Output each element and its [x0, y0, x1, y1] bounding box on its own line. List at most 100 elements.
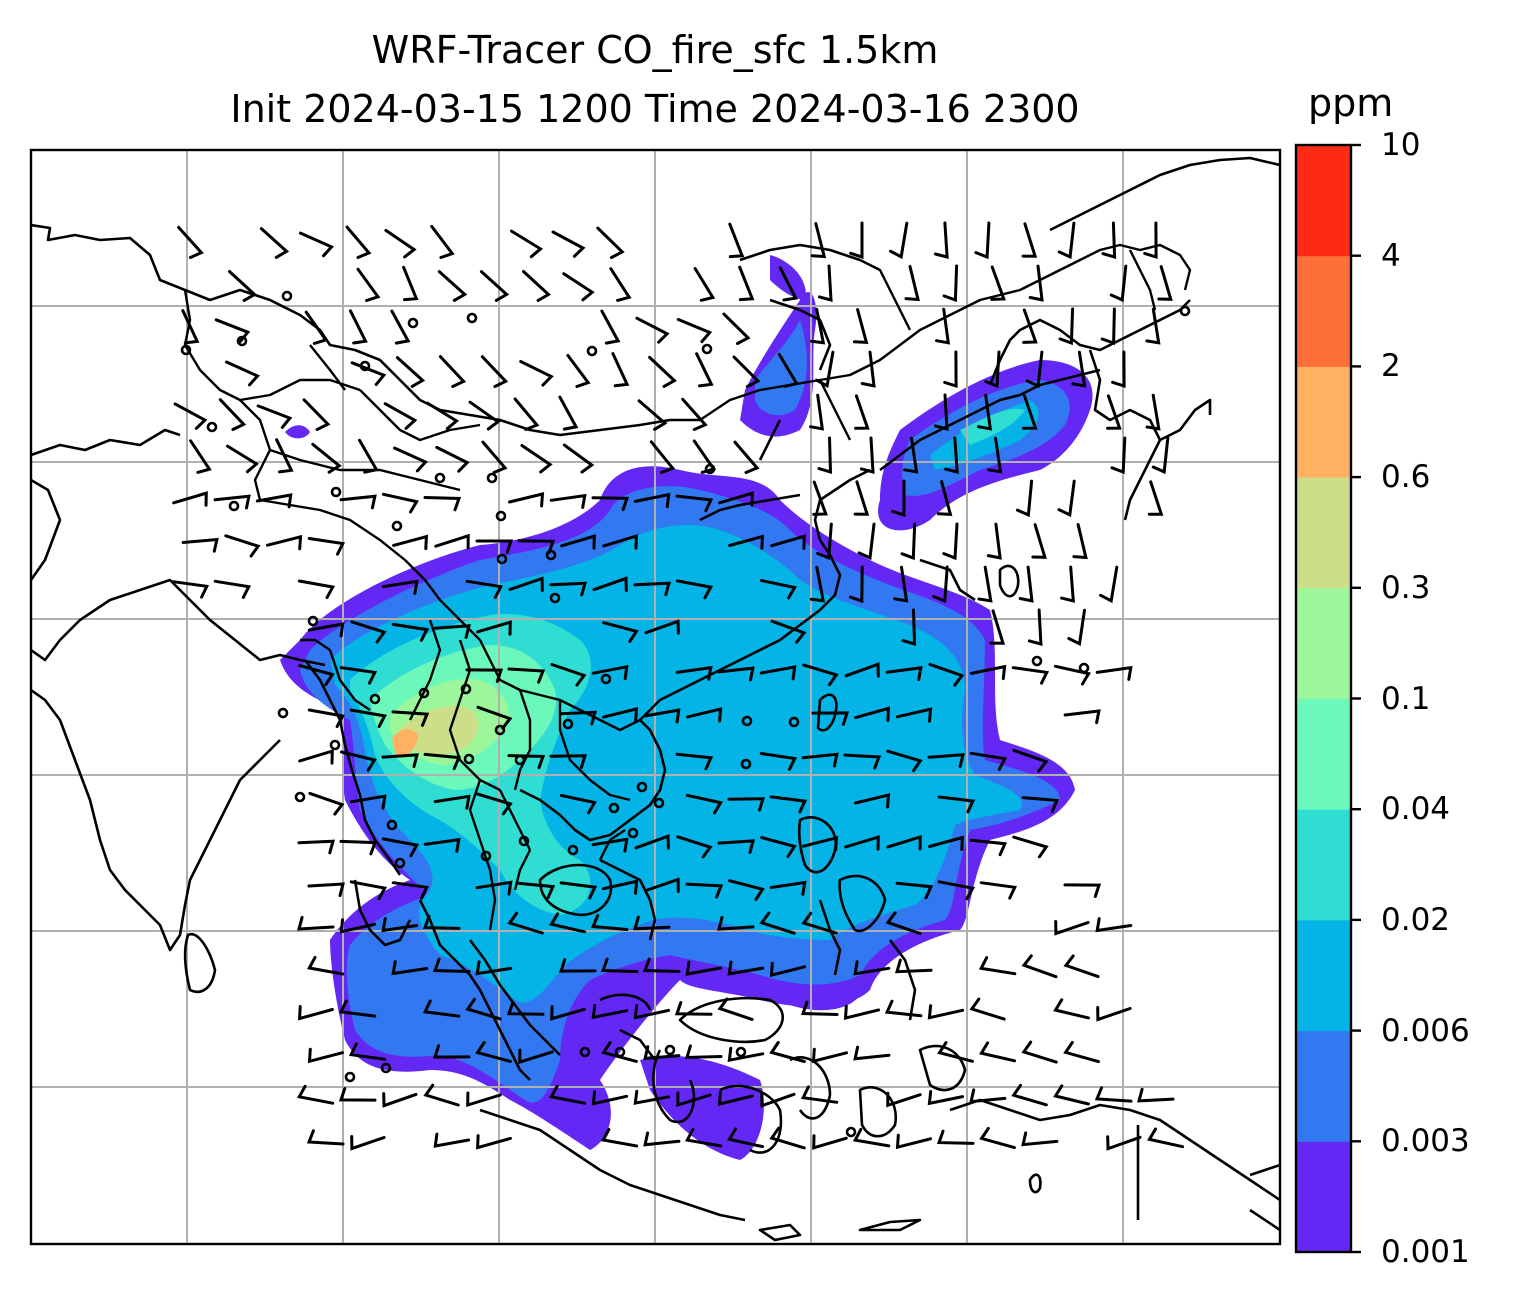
- wind-barb: [903, 436, 919, 474]
- colorbar-unit-label: ppm: [1308, 81, 1394, 125]
- wind-barb: [173, 402, 208, 430]
- colorbar-segment: [1296, 1141, 1351, 1253]
- wind-barb: [728, 879, 765, 901]
- wind-barb: [520, 444, 553, 474]
- wind-barb: [395, 356, 426, 388]
- colorbar-tick-label: 0.1: [1381, 680, 1431, 717]
- wind-barb: [566, 353, 591, 388]
- wind-barb: [843, 753, 882, 770]
- wind-barb: [937, 1041, 974, 1063]
- colorbar-segment: [1296, 145, 1351, 257]
- wind-barb: [298, 749, 334, 765]
- field-band-c7: [400, 706, 479, 755]
- wind-barb: [358, 438, 379, 474]
- wind-barb: [760, 836, 797, 858]
- wind-barb: [854, 793, 891, 809]
- wind-barb: [811, 1047, 848, 1064]
- wind-barb: [901, 608, 917, 647]
- colorbar: [1294, 143, 1361, 1254]
- wind-barb: [844, 835, 880, 851]
- wind-barb: [854, 394, 870, 430]
- wind-barb: [1022, 394, 1038, 430]
- wind-barb: [844, 662, 880, 678]
- wind-barb: [685, 1128, 723, 1148]
- wind-barb: [717, 839, 755, 854]
- wind-barb: [465, 997, 502, 1021]
- wind-barb: [349, 708, 387, 728]
- wind-barb: [548, 1084, 587, 1105]
- wind-barb: [559, 794, 597, 815]
- wind-barb: [1022, 308, 1038, 344]
- wind-barb: [591, 496, 630, 512]
- map-frame: [29, 148, 1282, 1246]
- wind-barb: [853, 1045, 891, 1061]
- wind-barb: [225, 360, 260, 387]
- wind-barb: [226, 444, 260, 474]
- wind-barb: [852, 308, 869, 345]
- wind-barb: [435, 445, 470, 473]
- wind-barb: [307, 1047, 344, 1064]
- wind-barb: [801, 752, 839, 768]
- wind-barb: [513, 397, 540, 431]
- wind-barb: [642, 957, 681, 973]
- wind-barb: [549, 754, 588, 769]
- wind-barb: [475, 539, 514, 554]
- wind-barb: [675, 579, 713, 600]
- wind-barb: [1095, 917, 1133, 933]
- wind-barb: [969, 997, 1006, 1021]
- wind-barb: [1147, 1127, 1185, 1149]
- wind-barb: [891, 479, 906, 518]
- wind-barb: [345, 225, 372, 259]
- wind-barb: [969, 1088, 1007, 1104]
- wind-barb: [592, 576, 628, 592]
- wind-barb: [1145, 307, 1161, 345]
- wind-barb: [693, 267, 716, 302]
- wind-barb: [562, 272, 595, 302]
- wind-barb: [1157, 265, 1173, 301]
- wind-barb: [508, 576, 544, 592]
- wind-barb: [307, 708, 345, 728]
- wind-barb: [811, 711, 850, 726]
- wind-barb: [1057, 221, 1076, 260]
- wind-barb: [391, 960, 429, 976]
- station-markers: [180, 290, 1191, 1138]
- wind-barb: [801, 911, 838, 935]
- wind-barb: [438, 355, 467, 388]
- wind-barb: [339, 494, 377, 510]
- wind-barb: [904, 265, 920, 302]
- wind-barb: [769, 1126, 806, 1150]
- wind-barb: [339, 839, 378, 856]
- wind-barb: [674, 1001, 713, 1016]
- wind-barb: [600, 957, 639, 973]
- wind-barb: [770, 534, 806, 550]
- wind-barb: [350, 361, 387, 386]
- wind-barb: [259, 227, 290, 259]
- wind-barb: [255, 493, 293, 509]
- wind-barb: [937, 880, 976, 901]
- wind-barb: [1106, 1135, 1142, 1151]
- field-band-c2: [755, 320, 807, 416]
- wind-barb: [510, 229, 544, 259]
- wind-barb: [809, 393, 825, 431]
- wind-barb: [886, 1091, 922, 1108]
- wind-barb: [350, 1135, 386, 1151]
- wind-barb: [382, 1092, 418, 1108]
- wind-barb: [591, 837, 629, 853]
- wind-barb: [884, 999, 923, 1018]
- wind-barb: [969, 664, 1007, 680]
- wind-barb: [685, 882, 724, 899]
- wind-barb: [1011, 666, 1050, 685]
- wind-barb: [423, 496, 462, 512]
- wind-barb: [1063, 1040, 1100, 1064]
- wind-barb: [886, 749, 923, 773]
- wind-barb: [218, 398, 247, 431]
- wind-barb: [979, 881, 1018, 900]
- colorbar-segment: [1296, 366, 1351, 478]
- wind-barb: [519, 360, 554, 387]
- wind-barb: [1031, 523, 1047, 559]
- wind-barb: [433, 624, 471, 639]
- wind-barb: [601, 1041, 638, 1063]
- wind-barb: [900, 522, 917, 561]
- wind-barb: [809, 565, 826, 603]
